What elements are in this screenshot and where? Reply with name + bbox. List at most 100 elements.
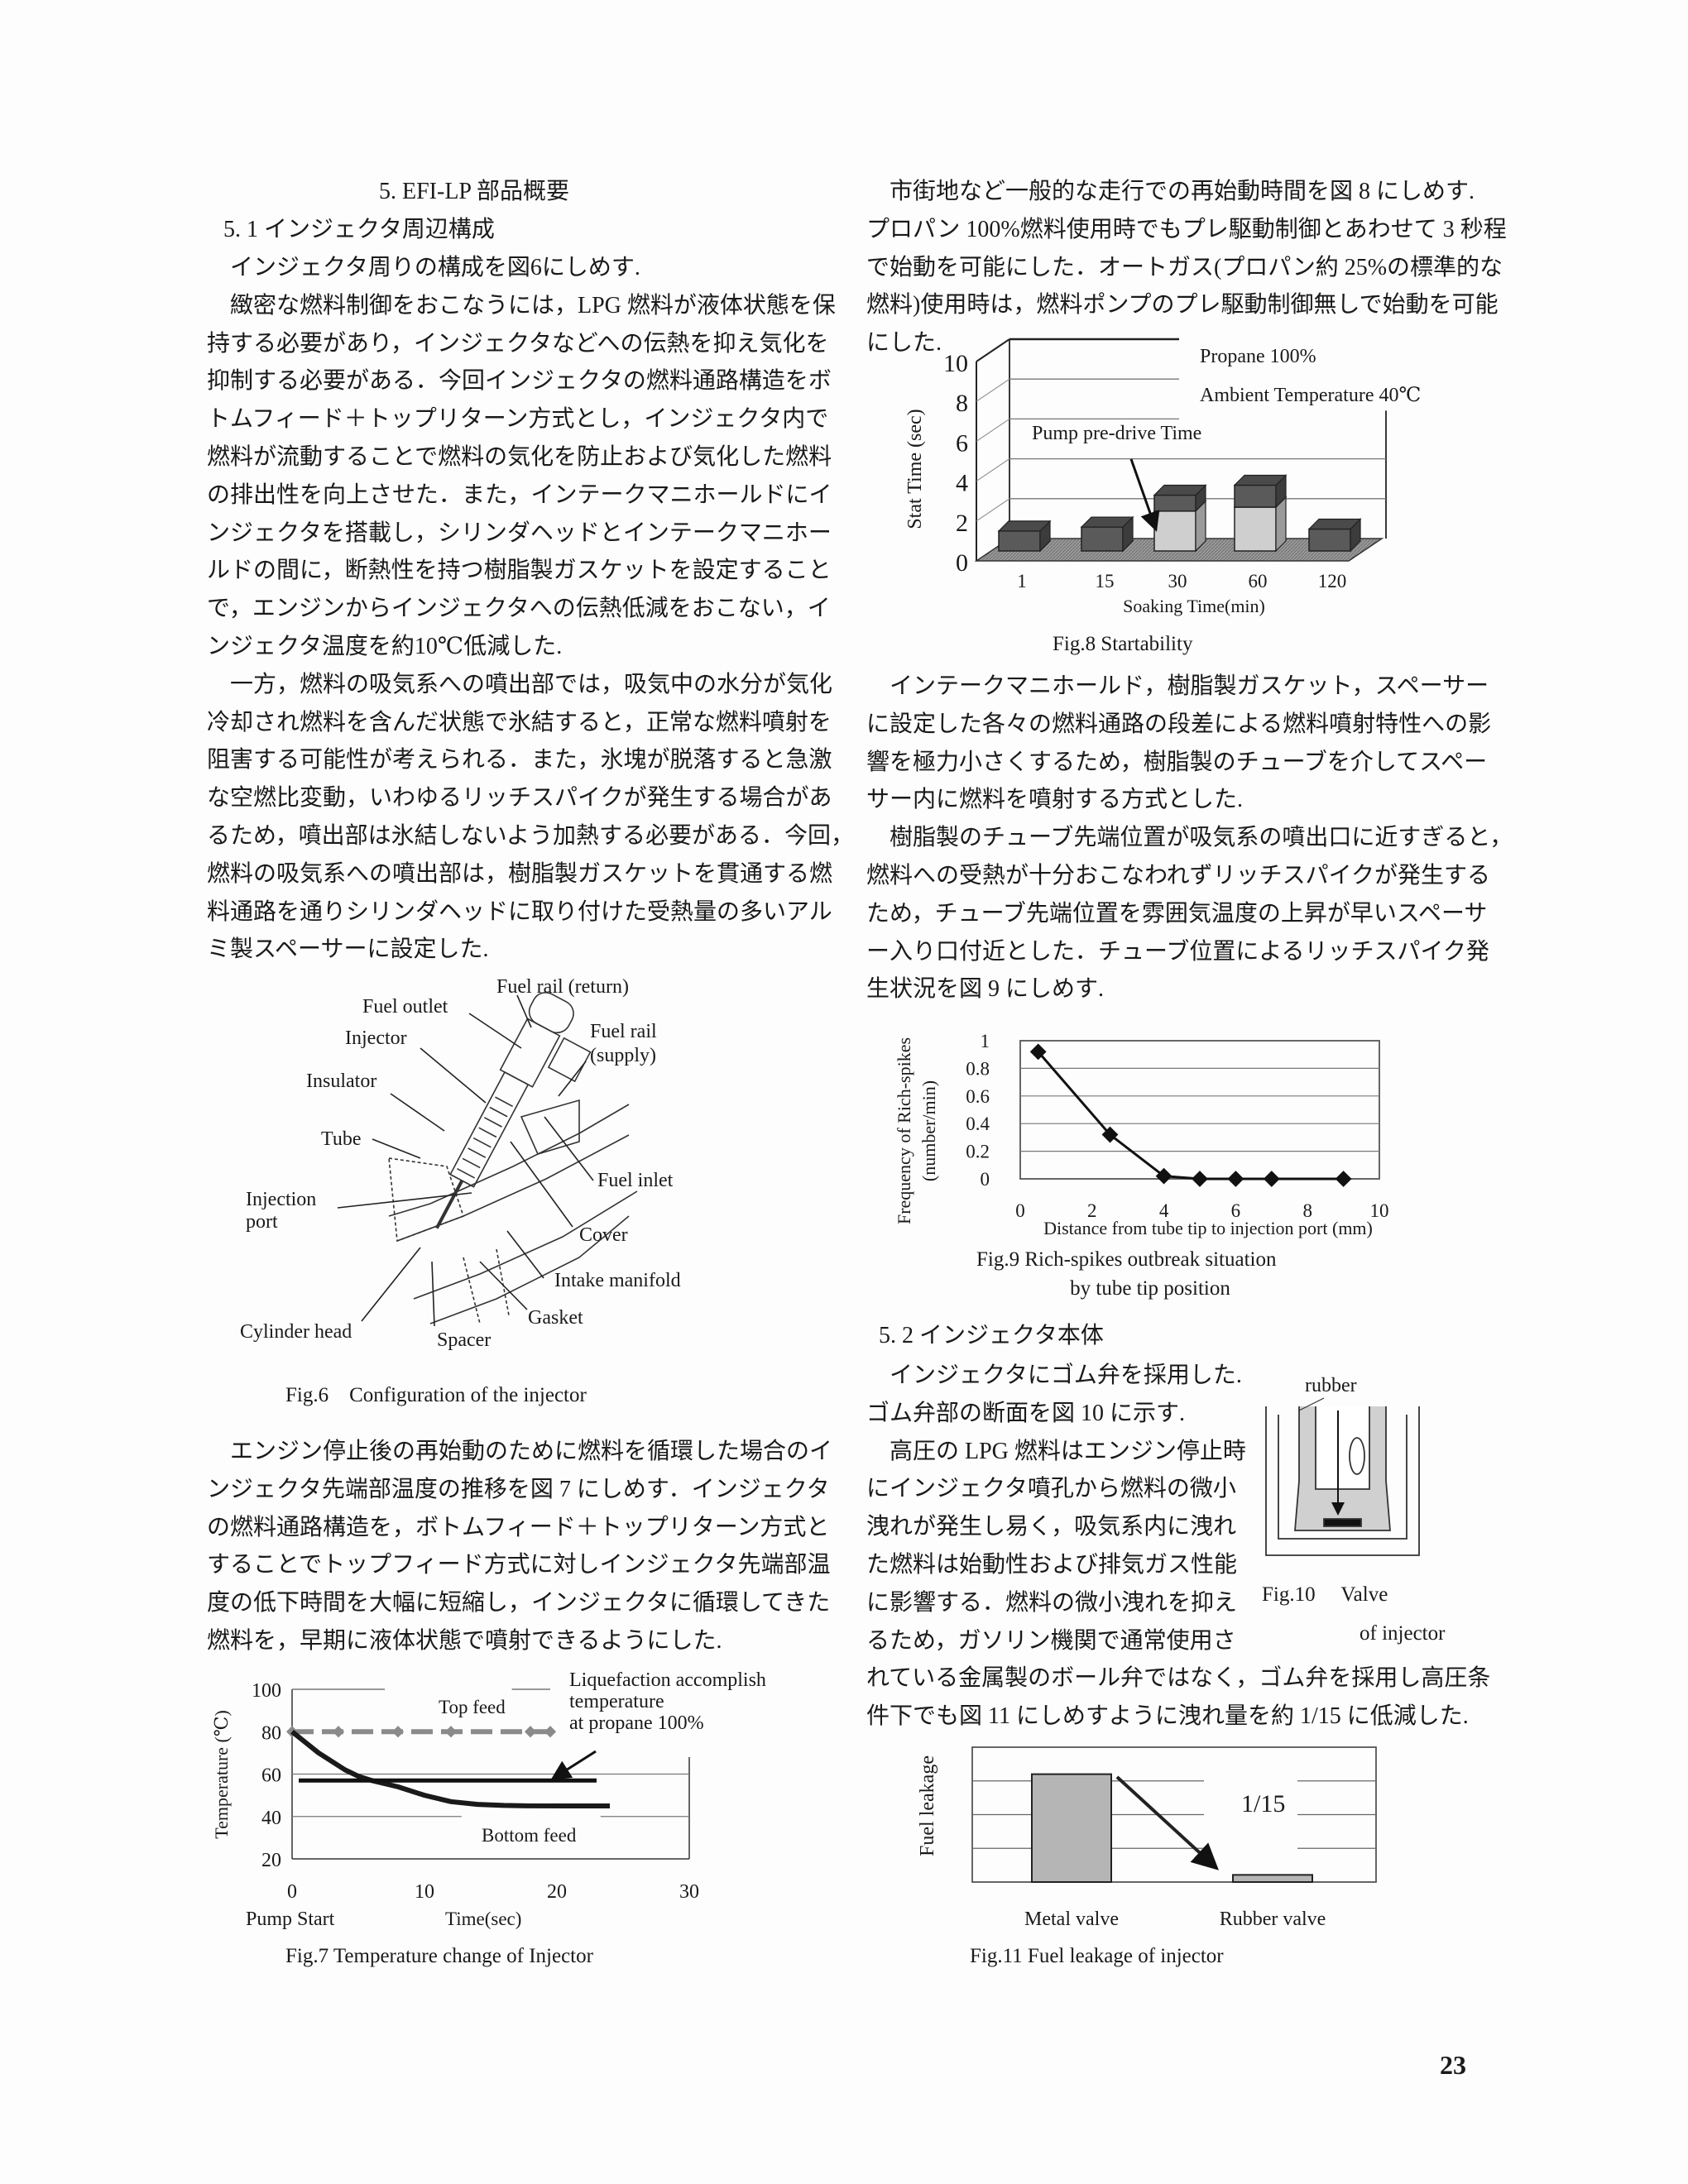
text-line: 響を極力小さくするため，樹脂製のチューブを介してスペー	[866, 749, 1488, 775]
leader-gasket	[479, 1261, 528, 1310]
injector-rib	[483, 1117, 502, 1128]
text-line: 緻密な燃料制御をおこなうには，LPG 燃料が液体状態を保	[230, 292, 836, 318]
valve-spring	[1349, 1437, 1365, 1475]
text-line: ンジェクタ先端部温度の推移を図 7 にしめす．インジェクタ	[207, 1476, 830, 1502]
manifold-upper-wall-2	[396, 1134, 630, 1242]
injector-rib	[468, 1147, 487, 1158]
fig9-x-tick-label: 10	[1370, 1200, 1389, 1221]
fig8-bar-segment	[998, 530, 1041, 552]
fig7-x-axis-label: Time(sec)	[445, 1909, 521, 1929]
fig8-bar-segment	[1153, 510, 1196, 552]
text-line: 阻害する可能性が考えられる．また，氷塊が脱落すると急激	[207, 747, 832, 774]
subsection-heading: 5. 1 インジェクタ周辺構成	[223, 217, 495, 242]
rubber-leader	[1298, 1397, 1325, 1411]
manifold-lower-wall-2	[429, 1215, 630, 1324]
text-line: 燃料の吸気系への噴出部は，樹脂製ガスケットを貫通する燃	[207, 860, 833, 887]
fig11-caption: Fig.11 Fuel leakage of injector	[970, 1945, 1224, 1967]
fig8-x-tick-label: 60	[1249, 571, 1268, 592]
fig7-caption: Fig.7 Temperature change of Injector	[285, 1945, 594, 1967]
fig7-y-tick-label: 60	[261, 1765, 281, 1787]
fuel-rail-return-shape	[528, 992, 574, 1034]
manifold-upper-wall	[388, 1104, 630, 1217]
text-line: ミ製スペーサーに設定した.	[207, 936, 489, 963]
fig9-data-point	[1101, 1126, 1119, 1143]
fig8-x-tick-label: 1	[1017, 571, 1027, 592]
fig8-grid-side	[976, 498, 1010, 522]
fig9-plot-frame	[1019, 1040, 1380, 1180]
fig8-y-tick-label: 0	[956, 549, 968, 577]
text-line: プロパン 100%燃料使用時でもプレ駆動制御とあわせて 3 秒程	[866, 216, 1507, 242]
fig8-bar-segment	[1153, 494, 1196, 512]
fig7-y-tick-label: 40	[261, 1808, 281, 1829]
fig7-y-tick-label: 20	[261, 1850, 281, 1871]
fig7-annotation-line2: temperature	[569, 1691, 664, 1712]
fig7-top-feed-label: Top feed	[439, 1697, 506, 1717]
fig8-pump-predrive-label: Pump pre-drive Time	[1032, 423, 1201, 444]
text-line: 燃料を，早期に液体状態で噴射できるようにした.	[207, 1628, 722, 1654]
label-fuel-rail-return: Fuel rail (return)	[496, 976, 629, 998]
text-line: 燃料が流動することで燃料の気化を防止および気化した燃料	[207, 444, 832, 470]
leader-injection-port	[337, 1192, 472, 1209]
text-line: で，エンジンからインジェクタへの伝熱低減をおこない，イ	[207, 596, 831, 622]
label-fuel-rail-supply-2: (supply)	[590, 1045, 656, 1066]
fig8-bar-segment	[1081, 526, 1124, 552]
fig8-bar-top	[1233, 474, 1288, 486]
text-line: 生状況を図 9 にしめす.	[866, 976, 1105, 1003]
fig8-x-axis-label: Soaking Time(min)	[1123, 596, 1265, 616]
text-line: で始動を可能にした．オートガス(プロパン約 25%の標準的な	[866, 254, 1503, 280]
fig8-x-tick-label: 120	[1318, 571, 1347, 592]
leader-insulator	[390, 1093, 445, 1132]
injector-body	[435, 992, 592, 1229]
label-fuel-rail-supply: Fuel rail	[590, 1021, 657, 1042]
label-intake-manifold: Intake manifold	[554, 1270, 681, 1291]
text-line: に設定した各々の燃料通路の段差による燃料噴射特性への影	[866, 711, 1492, 737]
injector-rib	[495, 1096, 514, 1108]
fig7-y-tick-label: 80	[261, 1722, 281, 1744]
fig8-bar-segment	[1234, 506, 1277, 552]
fig9-data-point	[1335, 1171, 1352, 1187]
fig7-pump-start-label: Pump Start	[246, 1909, 335, 1930]
fig7-annotation-arrow	[550, 1750, 597, 1780]
text-line: 度の低下時間を大幅に短縮し，インジェクタに循環してきた	[207, 1590, 831, 1616]
valve-inner-housing	[1278, 1415, 1407, 1540]
fig9-x-tick-label: 4	[1159, 1200, 1169, 1221]
fig9-x-tick-label: 8	[1302, 1200, 1312, 1221]
fig7-annotation-line3: at propane 100%	[569, 1712, 704, 1734]
leader-fuel-rail-supply	[558, 1061, 587, 1097]
manifold-lower-wall	[413, 1190, 638, 1300]
label-tube: Tube	[321, 1128, 362, 1150]
text-line: の排出性を向上させた．また，インテークマニホールドにイ	[207, 481, 832, 508]
label-gasket: Gasket	[528, 1307, 583, 1329]
cylinder-head-outline	[388, 1157, 465, 1243]
text-line: るため，ガソリン機関で通常使用さ	[866, 1627, 1236, 1654]
text-line: れている金属製のボール弁ではなく，ゴム弁を採用し高圧条	[866, 1665, 1491, 1692]
fig7-x-tick-label: 30	[679, 1881, 699, 1903]
text-line: 樹脂製のチューブ先端位置が吸気系の噴出口に近すぎると，	[890, 825, 1513, 851]
label-injector: Injector	[345, 1027, 407, 1049]
fig7-x-tick-label: 10	[415, 1881, 434, 1903]
leader-injector	[420, 1047, 487, 1104]
fig7-top-feed-marker	[544, 1726, 557, 1738]
leader-spacer	[431, 1261, 435, 1327]
injector-head	[499, 1018, 561, 1088]
cover-outline	[520, 1099, 580, 1155]
subsection-heading-5-2: 5. 2 インジェクタ本体	[879, 1323, 1104, 1348]
fig10-caption: Fig.10 Valve	[1262, 1583, 1388, 1606]
fig9-caption: Fig.9 Rich-spikes outbreak situation	[976, 1248, 1277, 1271]
fig7-series-bottom-feed	[290, 1729, 610, 1808]
label-fuel-outlet: Fuel outlet	[362, 996, 448, 1018]
fig9-y-tick-label: 0.4	[966, 1114, 990, 1134]
text-line: ため，チューブ先端位置を雰囲気温度の上昇が早いスペーサ	[866, 900, 1488, 927]
fig6-injector-diagram	[388, 992, 638, 1324]
fig8-y-tick-label: 8	[956, 390, 968, 417]
fig7-bottom-feed-label: Bottom feed	[482, 1825, 577, 1846]
fig8-annotation-arrow	[1129, 458, 1160, 532]
text-line: の燃料通路構造を，ボトムフィード＋トップリターン方式と	[207, 1514, 830, 1540]
text-line: 抑制する必要がある．今回インジェクタの燃料通路構造をボ	[207, 368, 832, 395]
leader-fuel-rail-return	[516, 994, 532, 1028]
text-line: ルドの間に，断熱性を持つ樹脂製ガスケットを設定すること	[207, 558, 832, 584]
fig8-bar-segment	[1234, 484, 1277, 508]
fig8-bar-top	[1080, 516, 1134, 528]
text-line: することでトップフィード方式に対しインジェクタ先端部温	[207, 1552, 831, 1578]
fig8-y-tick-label: 2	[956, 510, 968, 537]
